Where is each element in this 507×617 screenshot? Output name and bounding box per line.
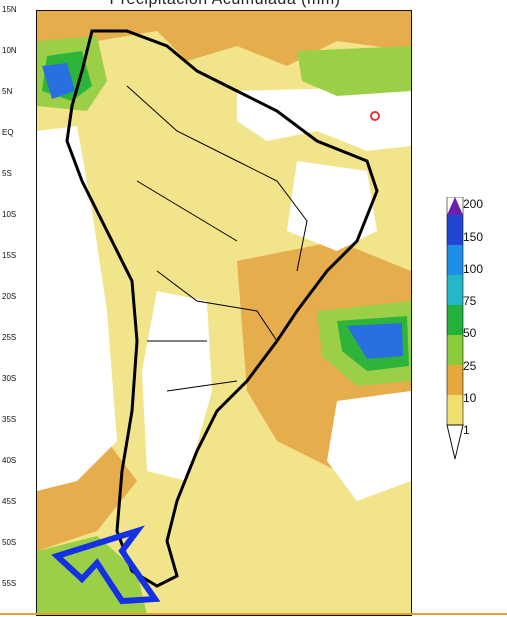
precipitation-map [36,10,412,616]
lat-label: 30S [2,374,17,383]
legend-swatch-1 [447,395,463,425]
continent-outline [65,29,379,588]
legend-swatch-50 [447,305,463,335]
legend-swatch-10 [447,365,463,395]
legend-label: 50 [463,326,477,340]
legend-swatch-75 [447,275,463,305]
wet-area-south-atlantic-blue [347,323,403,359]
legend-label: 200 [463,197,484,211]
legend-label: 10 [463,391,477,405]
lat-label: 10S [2,210,17,219]
legend-label: 150 [463,230,484,244]
legend-label: 75 [463,294,477,308]
dry-area-argentina [142,291,212,481]
lat-label: 15N [2,5,17,14]
lat-label: 50S [2,538,17,547]
lat-label: 40S [2,456,17,465]
dry-area-pacific [37,126,117,491]
legend-label: 1 [463,423,470,437]
legend-swatch-below-1 [446,424,464,460]
legend-label: 100 [463,262,484,276]
legend-swatch-150 [447,215,463,245]
dry-area-northeast-brazil [287,161,377,251]
legend-colorbar [446,197,464,460]
color-legend: 200 150 100 75 50 25 10 1 [445,197,505,467]
lat-label: EQ [2,128,14,137]
marker-point [370,111,380,121]
dry-area-equatorial-atlantic [237,86,411,151]
wet-area-itcz [297,46,411,96]
country-borders [126,85,308,392]
wet-area-colombia-blue [42,63,75,99]
legend-swatch-25 [447,335,463,365]
lat-label: 35S [2,415,17,424]
lat-label: 10N [2,46,17,55]
legend-swatch-200 [447,197,463,215]
bottom-rule [0,613,507,615]
highlight-arrow [51,525,161,605]
lat-label: 5S [2,169,12,178]
lat-label: 20S [2,292,17,301]
lat-label: 5N [2,87,13,96]
legend-swatch-100 [447,245,463,275]
lat-label: 15S [2,251,17,260]
lat-label: 25S [2,333,17,342]
legend-label: 25 [463,359,477,373]
orange-field-north [37,11,411,66]
map-title: Precipitación Acumulada (mm) [40,0,410,9]
map-canvas [37,11,411,615]
lat-label: 45S [2,497,17,506]
dry-area-south-atlantic [327,391,411,501]
lat-label: 55S [2,579,17,588]
